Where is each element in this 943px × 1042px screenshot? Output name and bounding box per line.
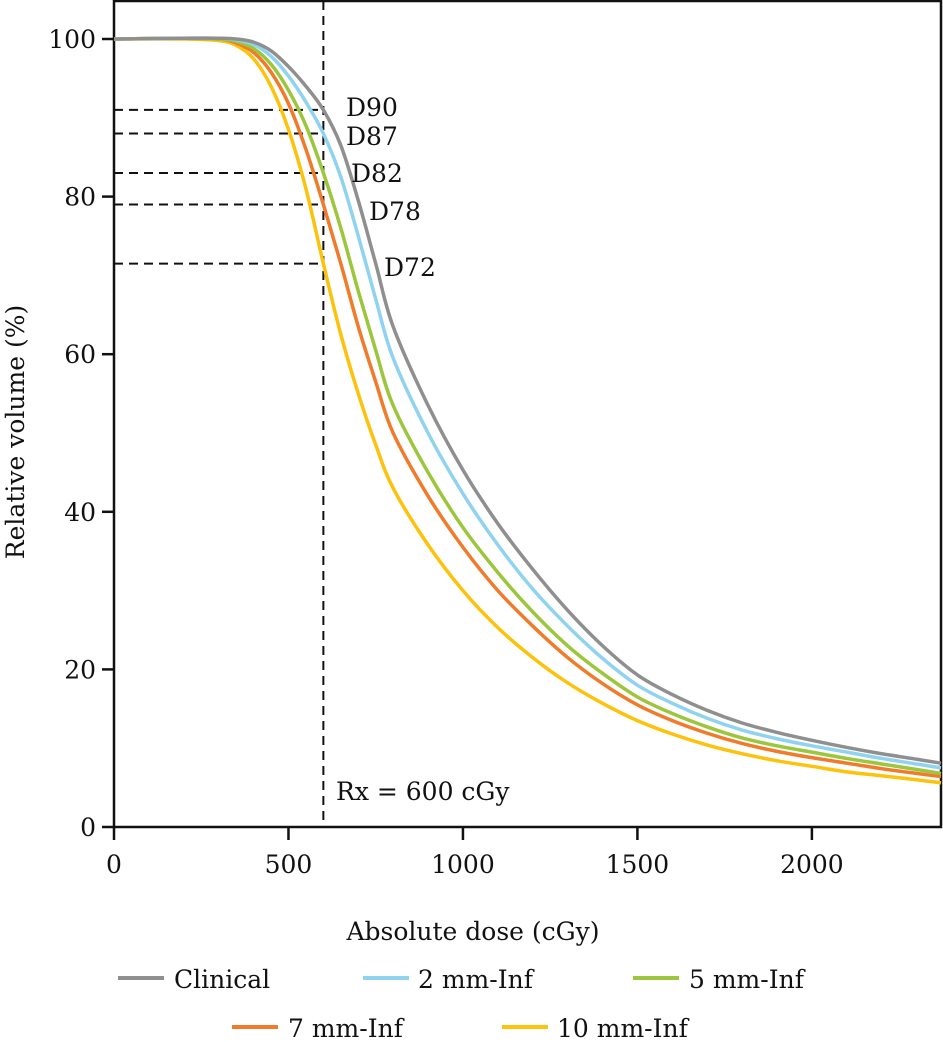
y-tick-label: 20	[64, 655, 96, 684]
legend: Clinical 2 mm-Inf 5 mm-Inf 7 mm-Inf 10 m…	[118, 965, 806, 1042]
series-line-clinical	[113, 36, 942, 765]
rx-label: Rx = 600 cGy	[336, 777, 510, 806]
legend-label-7mm: 7 mm-Inf	[288, 1014, 405, 1042]
y-tick-label: 100	[48, 25, 96, 54]
dose-label-d90: D90	[346, 93, 398, 122]
y-axis: 0 20 40 60 80 100	[48, 25, 114, 842]
legend-label-2mm: 2 mm-Inf	[418, 965, 535, 994]
x-axis-title: Absolute dose (cGy)	[345, 917, 599, 946]
y-axis-title: Relative volume (%)	[1, 305, 30, 559]
series-line-5-mm-inf	[113, 36, 942, 776]
legend-item-10mm: 10 mm-Inf	[502, 1014, 690, 1042]
legend-item-7mm: 7 mm-Inf	[232, 1014, 405, 1042]
series-line-10-mm-inf	[113, 37, 942, 785]
legend-label-10mm: 10 mm-Inf	[557, 1014, 690, 1042]
series-lines	[113, 36, 942, 785]
plot-frame	[112, 0, 943, 829]
legend-item-2mm: 2 mm-Inf	[363, 965, 535, 994]
y-tick-label: 0	[80, 813, 96, 842]
legend-item-clinical: Clinical	[118, 965, 270, 994]
legend-label-5mm: 5 mm-Inf	[689, 965, 806, 994]
x-tick-label: 1000	[431, 850, 495, 879]
dose-label-d87: D87	[346, 122, 398, 151]
x-tick-label: 2000	[780, 850, 844, 879]
legend-label-clinical: Clinical	[174, 965, 270, 994]
y-tick-label: 60	[64, 340, 96, 369]
series-line-2-mm-inf	[113, 36, 942, 770]
dose-label-d72: D72	[384, 253, 436, 282]
x-tick-label: 500	[265, 850, 313, 879]
x-axis: 0 500 1000 1500 2000	[106, 827, 844, 879]
series-line-7-mm-inf	[113, 36, 942, 779]
legend-item-5mm: 5 mm-Inf	[633, 965, 806, 994]
y-tick-label: 80	[64, 183, 96, 212]
dose-label-d78: D78	[369, 197, 421, 226]
dose-label-d82: D82	[351, 159, 403, 188]
x-tick-label: 0	[106, 850, 122, 879]
dose-marker-lines	[114, 108, 324, 265]
x-tick-label: 1500	[606, 850, 670, 879]
y-tick-label: 40	[64, 498, 96, 527]
